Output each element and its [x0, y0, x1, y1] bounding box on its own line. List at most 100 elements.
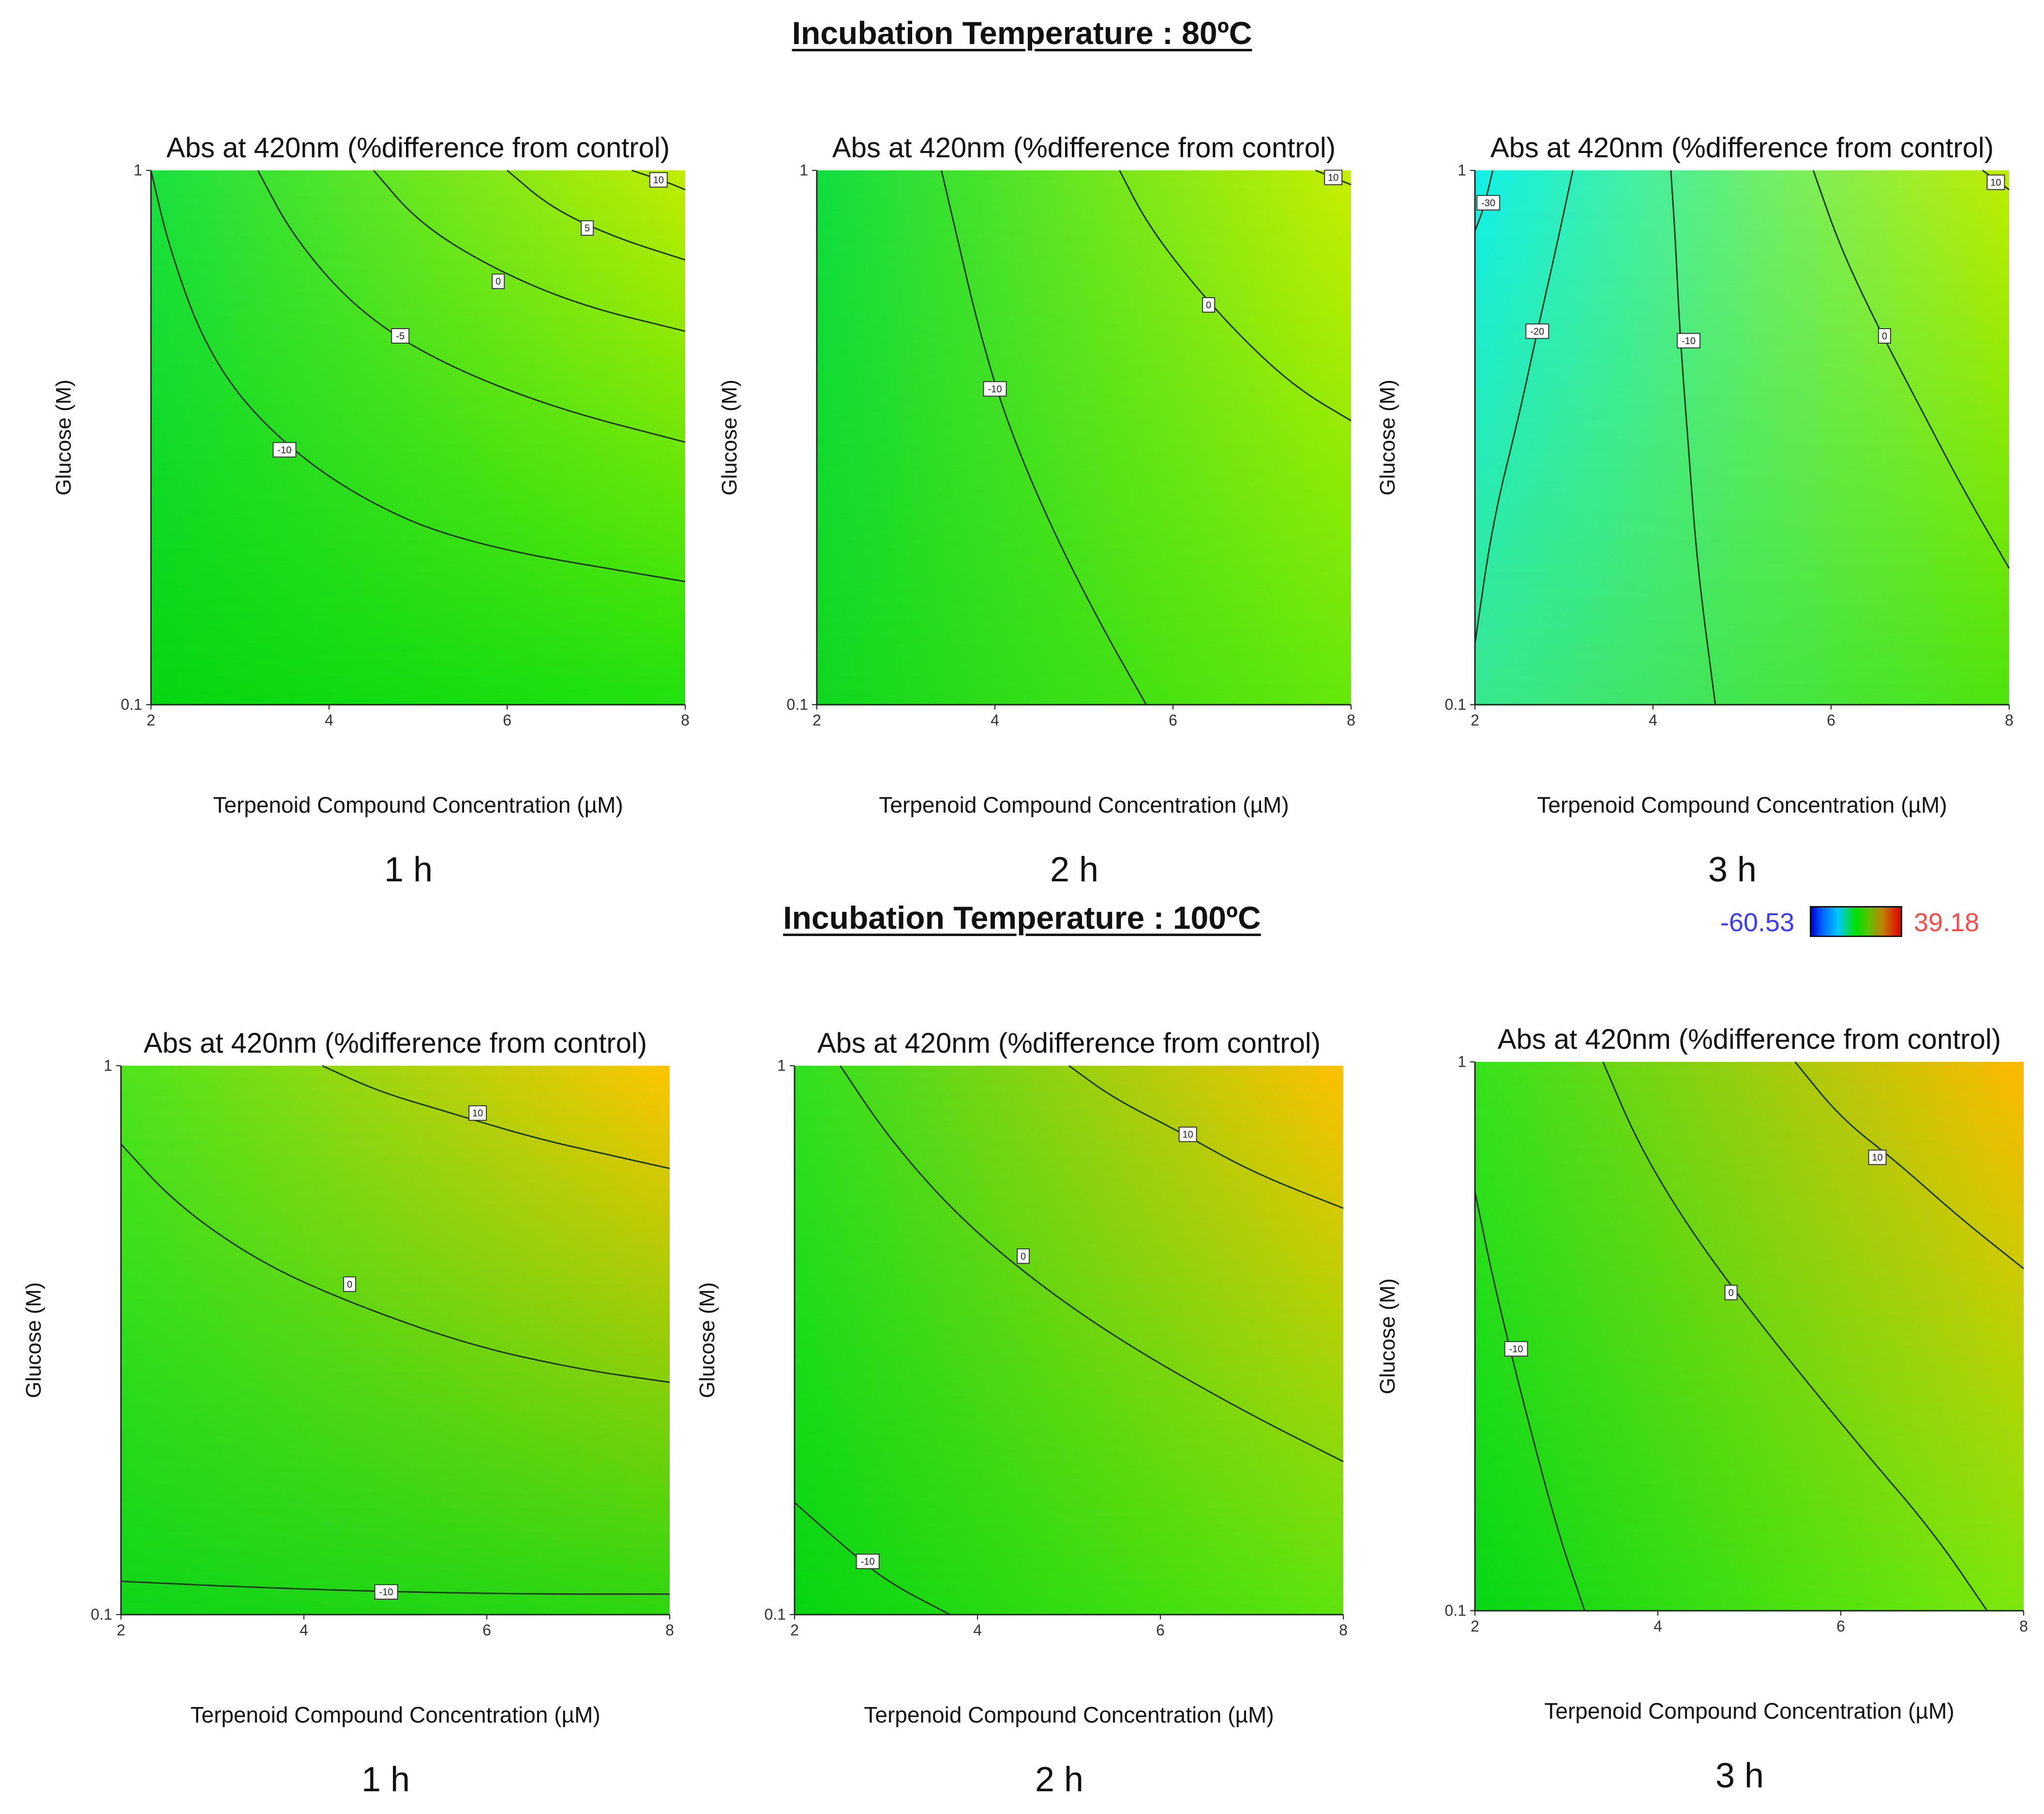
contour-label: -30 [1476, 195, 1501, 211]
time-caption: 3 h [1715, 1756, 1764, 1795]
x-tick-label: 6 [482, 1621, 491, 1639]
contour-plot: -30 -20 -10 0 10 [1470, 169, 2010, 710]
contour-line [794, 1502, 950, 1616]
svg-text:10: 10 [1183, 1130, 1193, 1140]
y-axis-label: Glucose (M) [22, 1282, 45, 1398]
y-tick-label: 0.1 [786, 695, 808, 713]
contour-label: 5 [581, 220, 594, 236]
surface-fill [1475, 1062, 2024, 1611]
legend-min-label: -60.53 [1720, 908, 1795, 937]
svg-text:-10: -10 [1509, 1344, 1523, 1355]
x-tick-label: 6 [1836, 1617, 1845, 1635]
x-tick-label: 4 [1653, 1617, 1662, 1635]
contour-label: 10 [1868, 1149, 1887, 1165]
x-tick-label: 8 [681, 711, 690, 729]
contour-label: 10 [468, 1105, 487, 1121]
x-tick-label: 2 [1471, 711, 1479, 729]
contour-line [1602, 1061, 1988, 1611]
y-tick-label: 1 [1458, 1053, 1466, 1071]
x-tick-label: 6 [1169, 711, 1177, 729]
contour-plot: -10 0 10 [790, 1065, 1344, 1619]
section-title-80: Incubation Temperature : 80ºC [792, 15, 1252, 51]
x-tick-label: 4 [991, 711, 999, 729]
contour-label: 0 [1724, 1285, 1738, 1300]
time-caption: 2 h [1035, 1760, 1084, 1799]
contour-label: 10 [1324, 169, 1343, 185]
contour-label: 0 [1878, 328, 1891, 344]
surface-fill [151, 170, 685, 705]
contour-line [1474, 170, 1574, 644]
y-tick-label: 1 [134, 161, 142, 179]
contour-line [1670, 170, 1716, 705]
y-tick-label: 1 [777, 1057, 786, 1074]
contour-line [507, 169, 686, 261]
contour-label: 10 [1986, 174, 2005, 190]
y-axis-label: Glucose (M) [718, 379, 741, 496]
contour-line [1794, 1061, 2024, 1270]
x-tick-label: 8 [1339, 1621, 1348, 1639]
svg-text:10: 10 [1990, 178, 2001, 188]
svg-text:0: 0 [1021, 1251, 1026, 1262]
contour-label: -10 [272, 442, 297, 458]
panel-title: Abs at 420nm (%difference from control) [1490, 132, 1994, 164]
x-tick-label: 2 [147, 711, 155, 729]
time-caption: 1 h [361, 1760, 410, 1799]
contour-label: 10 [1178, 1126, 1197, 1142]
contour-line [120, 1143, 670, 1383]
contour-label: -10 [1677, 333, 1701, 348]
x-axis-label: Terpenoid Compound Concentration (µM) [1544, 1698, 1954, 1723]
svg-text:0: 0 [1728, 1288, 1734, 1299]
contour-label: 10 [649, 172, 668, 188]
y-tick-label: 0.1 [1444, 1602, 1466, 1619]
x-tick-label: 8 [2005, 711, 2014, 729]
svg-text:5: 5 [585, 223, 590, 234]
contour-label: 0 [343, 1276, 356, 1292]
svg-text:-10: -10 [861, 1557, 875, 1567]
svg-text:10: 10 [472, 1108, 483, 1119]
contour-line [150, 170, 686, 583]
svg-text:0: 0 [1206, 300, 1211, 311]
contour-line [373, 170, 686, 332]
time-caption: 2 h [1050, 850, 1099, 889]
svg-text:-10: -10 [988, 384, 1002, 395]
svg-text:0: 0 [496, 276, 501, 287]
svg-text:0: 0 [347, 1279, 352, 1290]
y-tick-label: 1 [1458, 161, 1466, 179]
contour-plot: -10 0 10 [812, 169, 1352, 710]
contour-line [1068, 1065, 1344, 1209]
time-caption: 1 h [384, 850, 433, 889]
x-tick-label: 6 [1827, 711, 1835, 729]
svg-text:0: 0 [1882, 331, 1887, 342]
x-tick-label: 2 [812, 711, 821, 729]
y-tick-label: 1 [799, 161, 808, 179]
panel-title: Abs at 420nm (%difference from control) [1497, 1024, 2001, 1055]
legend-max-label: 39.18 [1914, 908, 1980, 937]
contour-line [840, 1065, 1344, 1463]
x-tick-label: 4 [973, 1621, 982, 1639]
svg-text:-10: -10 [1682, 336, 1696, 347]
x-tick-label: 8 [2019, 1617, 2028, 1635]
surface-fill [817, 170, 1351, 705]
svg-text:-10: -10 [379, 1587, 393, 1598]
y-tick-label: 0.1 [1444, 695, 1466, 713]
x-tick-label: 6 [1156, 1621, 1165, 1639]
x-tick-label: 2 [1471, 1617, 1479, 1635]
contour-label: -10 [374, 1584, 398, 1600]
svg-text:10: 10 [1328, 173, 1338, 183]
surface-fill [121, 1066, 670, 1615]
contour-label: -10 [983, 381, 1007, 397]
contour-label: 0 [492, 273, 505, 289]
svg-text:10: 10 [1872, 1152, 1882, 1163]
contour-label: -20 [1525, 323, 1549, 339]
x-tick-label: 6 [503, 711, 511, 729]
contour-plot: -10 -5 0 5 10 [146, 169, 686, 710]
x-axis-label: Terpenoid Compound Concentration (µM) [864, 1702, 1274, 1727]
x-tick-label: 8 [1347, 711, 1355, 729]
y-tick-label: 0.1 [90, 1605, 112, 1623]
y-tick-label: 0.1 [764, 1605, 786, 1623]
contour-label: 0 [1017, 1248, 1030, 1264]
contour-plot: -10 0 10 [1470, 1061, 2024, 1616]
surface-fill [1475, 170, 2009, 705]
y-tick-label: 1 [104, 1057, 112, 1074]
x-tick-label: 4 [300, 1621, 308, 1639]
